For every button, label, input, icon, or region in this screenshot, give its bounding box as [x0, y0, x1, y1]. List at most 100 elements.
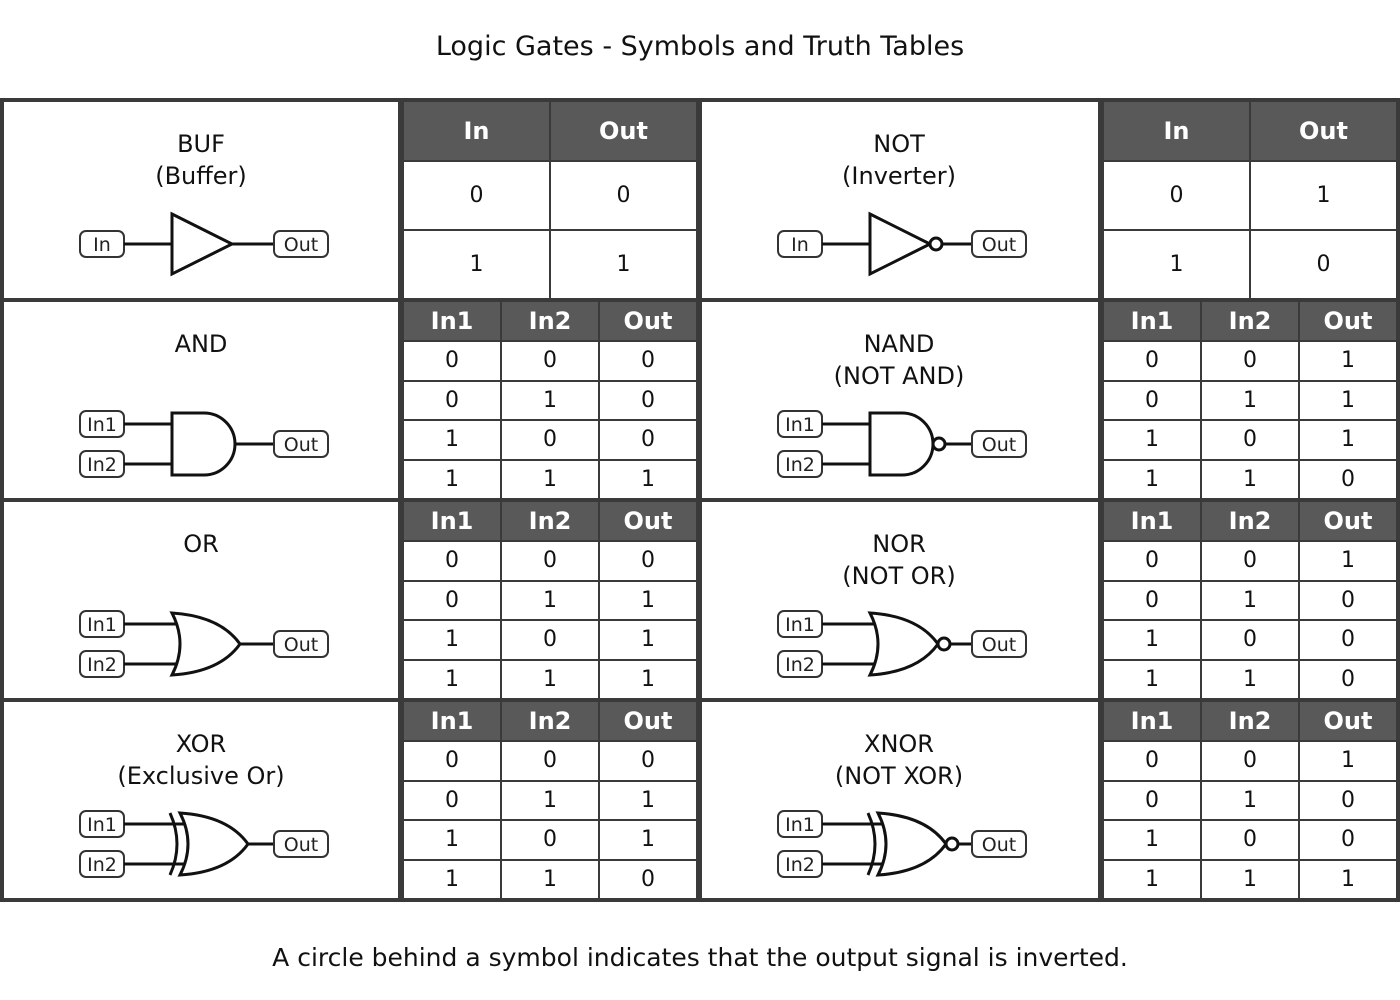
table-cell: 1	[1200, 858, 1300, 900]
column-header: Out	[1249, 102, 1398, 161]
table-cell: 1	[1200, 579, 1300, 621]
column-header: In1	[402, 302, 502, 341]
column-header: In1	[402, 502, 502, 541]
input-pin-in2: In2	[777, 850, 823, 878]
input-pin-in2: In2	[777, 450, 823, 478]
table-cell: 1	[1102, 819, 1202, 861]
gate-cell-nor: NOR (NOT OR) In1 In2 Out	[702, 502, 1096, 698]
gate-cell-buf: BUF (Buffer) In Out	[4, 102, 398, 298]
gate-cell-xnor: XNOR (NOT XOR) In1 In2 Out	[702, 702, 1096, 898]
table-header-row: In1 In2 Out	[1102, 702, 1398, 741]
table-header-row: In1 In2 Out	[1102, 302, 1398, 341]
gate-name: XOR (Exclusive Or)	[117, 730, 285, 790]
table-cell: 0	[500, 540, 600, 582]
table-cell: 0	[598, 740, 698, 782]
xor-extra-arc	[866, 812, 877, 876]
table-cell: 0	[1298, 458, 1398, 500]
gate-cell-xor: XOR (Exclusive Or) In1 In2 Out	[4, 702, 398, 898]
input-pin-in-label: In	[93, 234, 111, 256]
table-cell: 0	[402, 779, 502, 821]
table-cell: 1	[1102, 858, 1202, 900]
gate-diagram-not: In Out	[777, 211, 1027, 277]
gate-cell-and: AND In1 In2 Out	[4, 302, 398, 498]
table-cell: 0	[500, 819, 600, 861]
table-cell: 0	[402, 379, 502, 421]
table-cell: 0	[1298, 619, 1398, 661]
table-cell: 1	[500, 858, 600, 900]
table-cell: 0	[1102, 579, 1202, 621]
input-pin-in2-label: In2	[785, 454, 815, 476]
gate-diagram-and: In1 In2 Out	[79, 410, 329, 478]
table-cell: 0	[1200, 340, 1300, 382]
truth-table-xnor: In1 In2 Out 0 0 1 0 1 0 1 0 0 1 1 1	[1102, 702, 1398, 900]
table-cell: 0	[1298, 819, 1398, 861]
table-cell: 1	[500, 458, 600, 500]
table-cell: 1	[598, 619, 698, 661]
gate-symbol	[170, 411, 237, 477]
column-header: In1	[1102, 302, 1202, 341]
table-cell: 1	[500, 658, 600, 700]
grid-row-divider	[0, 498, 1400, 502]
table-cell: 0	[1298, 579, 1398, 621]
input-pin-in1: In1	[79, 610, 125, 638]
column-header: Out	[1298, 702, 1398, 741]
table-cell: 1	[500, 379, 600, 421]
table-cell: 0	[598, 540, 698, 582]
output-pin: Out	[273, 830, 329, 858]
table-cell: 0	[1200, 419, 1300, 461]
gate-name: NAND (NOT AND)	[833, 330, 965, 390]
input-pin-in2: In2	[79, 450, 125, 478]
table-cell: 1	[1200, 379, 1300, 421]
inversion-bubble	[931, 436, 947, 452]
table-cell: 1	[402, 458, 502, 500]
input-pin-in2: In2	[79, 650, 125, 678]
table-cell: 1	[1298, 540, 1398, 582]
table-cell: 1	[402, 819, 502, 861]
gate-name: NOR (NOT OR)	[842, 530, 956, 590]
column-header: In1	[1102, 702, 1202, 741]
input-pin-in2-label: In2	[785, 854, 815, 876]
table-cell: 0	[1298, 779, 1398, 821]
table-cell: 1	[598, 458, 698, 500]
input-pin-in1-label: In1	[87, 614, 117, 636]
input-pin-in: In	[777, 230, 823, 258]
table-cell: 1	[500, 579, 600, 621]
output-pin: Out	[273, 230, 329, 258]
table-cell: 1	[1102, 458, 1202, 500]
table-header-row: In Out	[1102, 102, 1398, 161]
table-cell: 1	[1102, 619, 1202, 661]
table-cell: 0	[1102, 779, 1202, 821]
truth-table-not: In Out 0 1 1 0	[1102, 102, 1398, 300]
table-cell: 0	[598, 340, 698, 382]
table-cell: 0	[1200, 540, 1300, 582]
output-pin: Out	[273, 630, 329, 658]
gate-cell-or: OR In1 In2 Out	[4, 502, 398, 698]
gate-symbol	[868, 211, 934, 277]
input-pin-in1: In1	[777, 810, 823, 838]
table-cell: 1	[1298, 340, 1398, 382]
table-cell: 0	[500, 419, 600, 461]
table-cell: 0	[402, 160, 551, 231]
page-title: Logic Gates - Symbols and Truth Tables	[435, 31, 965, 62]
grid-row-divider	[0, 698, 1400, 702]
input-pin-in1-label: In1	[785, 814, 815, 836]
gate-cell-nand: NAND (NOT AND) In1 In2 Out	[702, 302, 1096, 498]
column-header: Out	[549, 102, 698, 161]
column-header: In2	[500, 502, 600, 541]
table-cell: 0	[1102, 740, 1202, 782]
input-pin-in-label: In	[791, 234, 809, 256]
input-pin-in1-label: In1	[785, 614, 815, 636]
